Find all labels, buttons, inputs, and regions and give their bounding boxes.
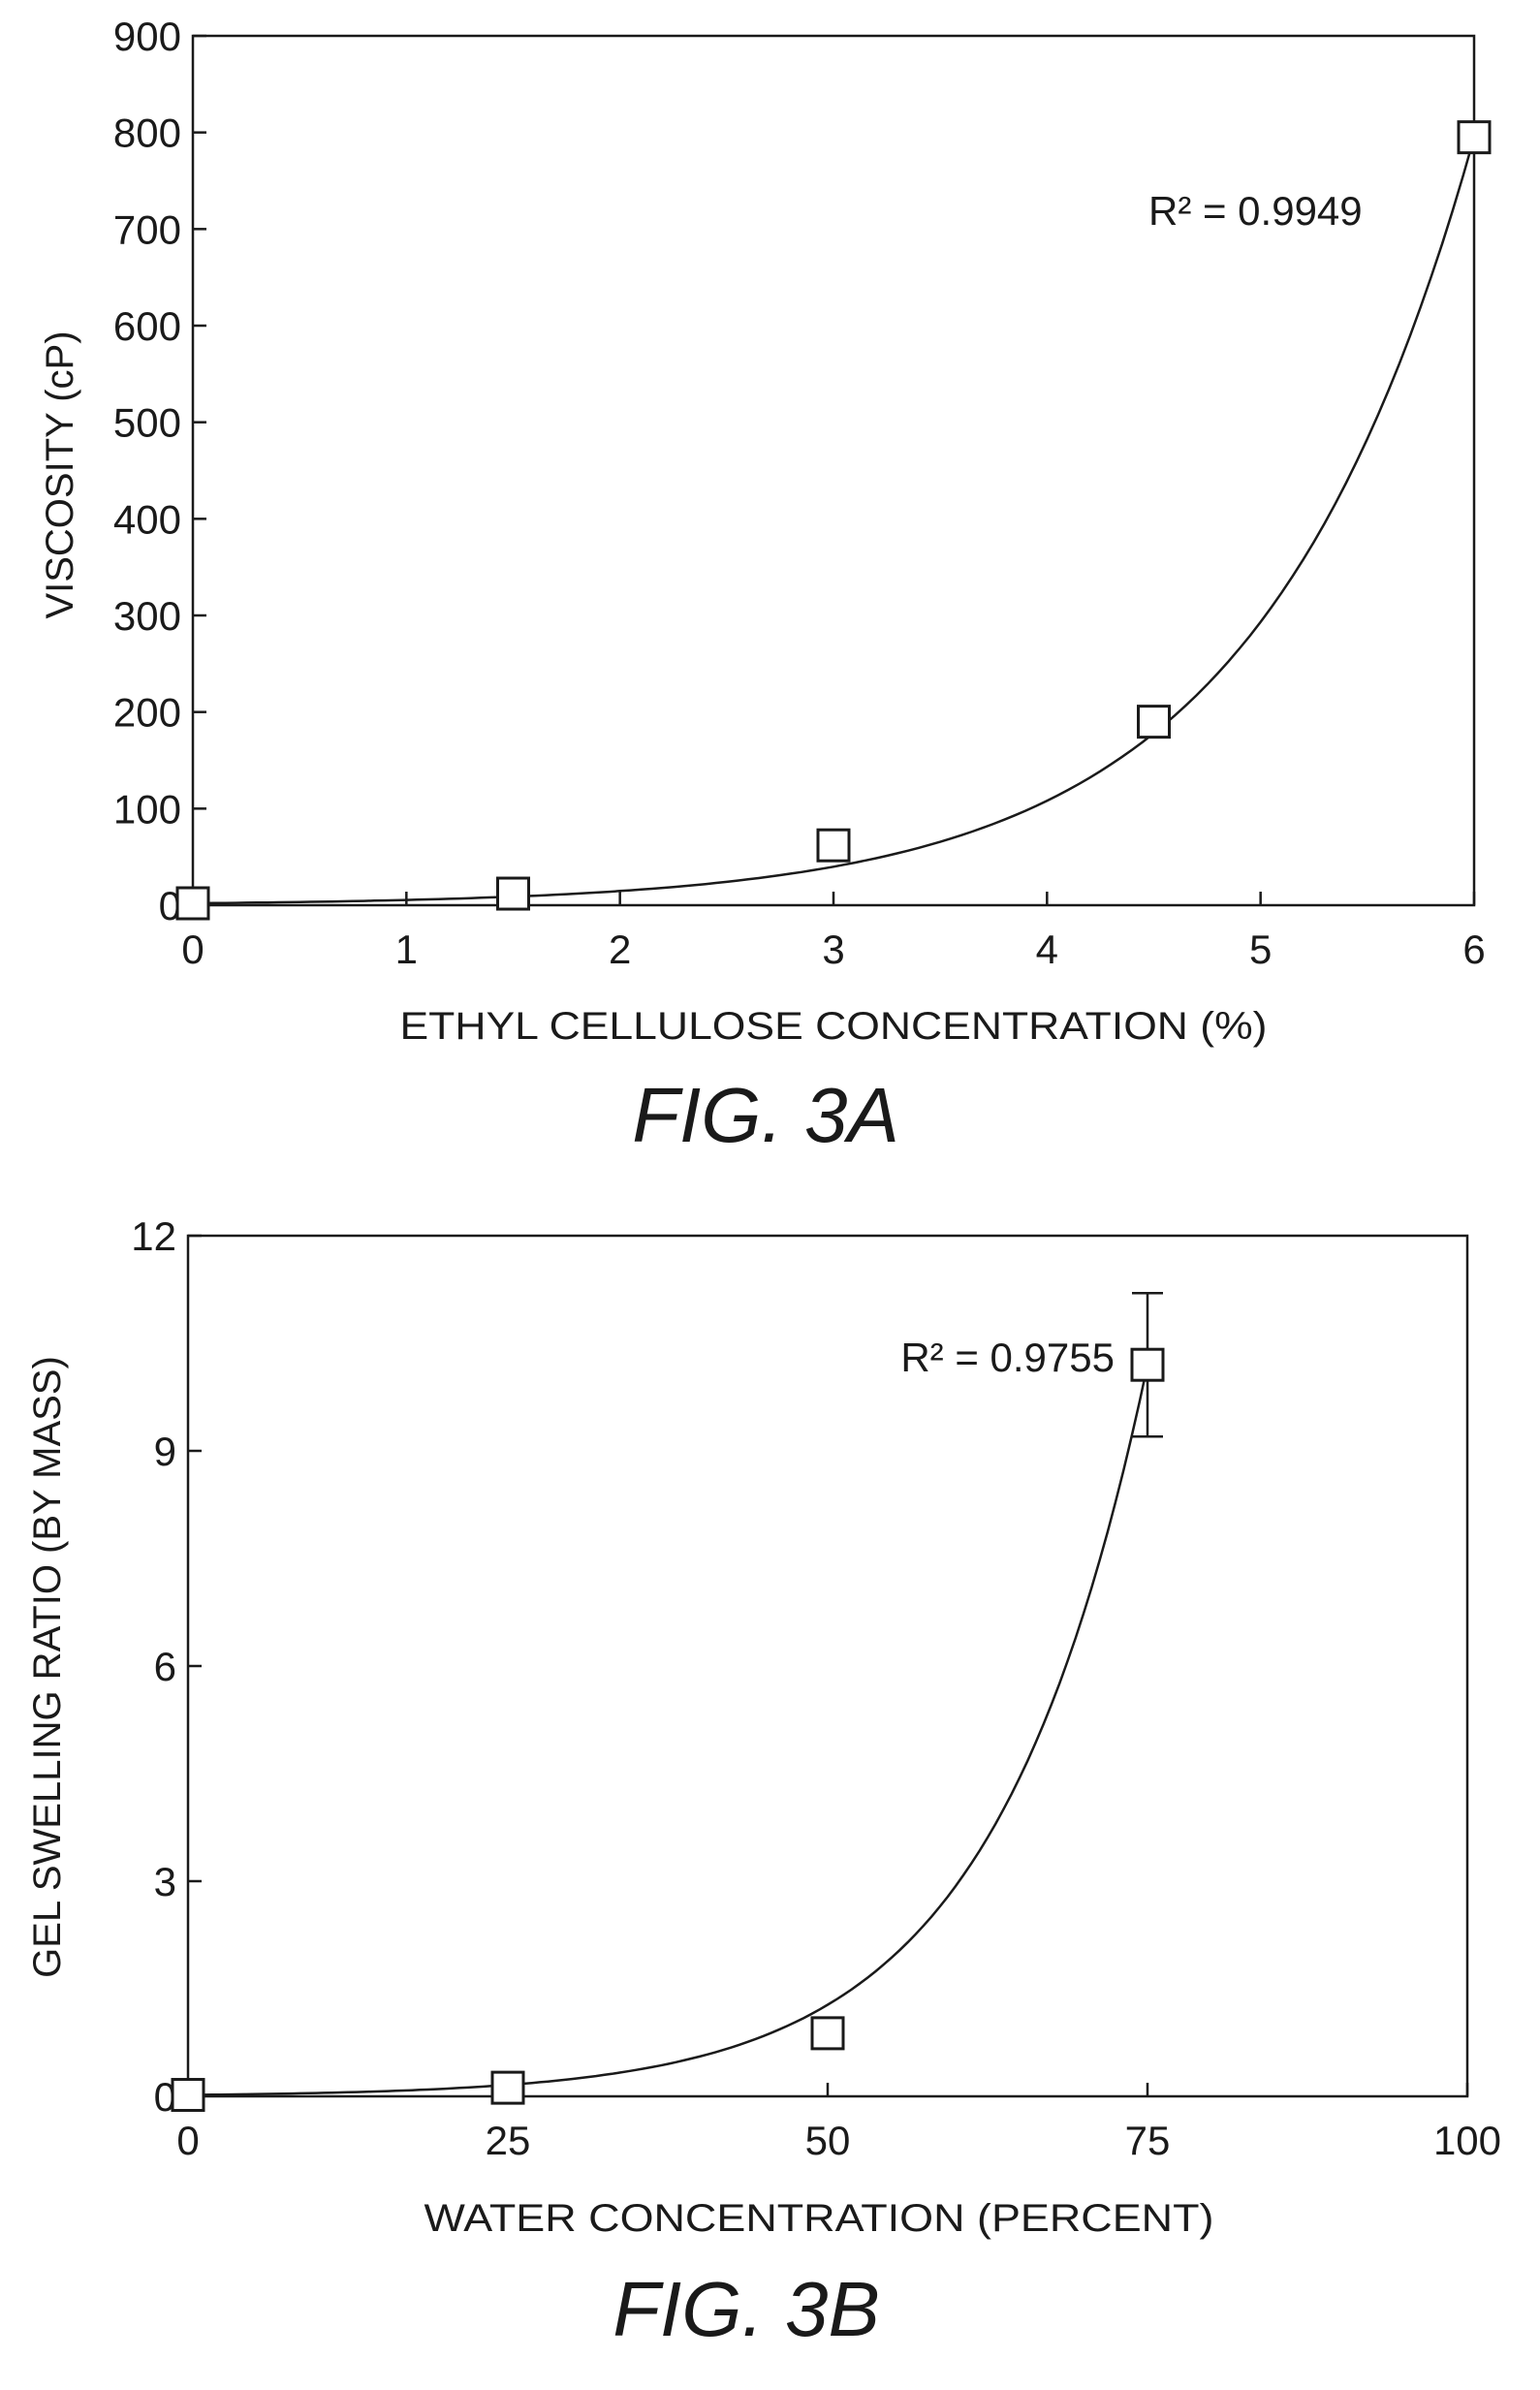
y-tick-label-3a: 800 (113, 110, 181, 156)
panel-3b: 0 3 6 9 12 0 25 50 75 100 R² = 0.9755 WATER CONC… (26, 1213, 1501, 2352)
x-tick-label-3a: 4 (1036, 927, 1058, 972)
panel-3a: 0 100 200 300 400 500 600 700 800 900 0 1 2 3 4 5 6 R² … (39, 14, 1492, 1158)
x-ticks-3b: 0 25 50 75 100 (176, 2083, 1501, 2163)
x-tick-label-3a: 0 (181, 927, 204, 972)
y-tick-label-3a: 700 (113, 206, 181, 252)
x-tick-label-3a: 6 (1462, 927, 1485, 972)
x-tick-label-3a: 5 (1249, 927, 1272, 972)
y-tick-label-3b: 9 (154, 1429, 176, 1474)
y-ticks-3b: 0 3 6 9 12 (131, 1213, 202, 2120)
y-tick-label-3a: 900 (113, 14, 181, 59)
data-point-3a (496, 876, 530, 911)
data-point-3b (171, 2078, 205, 2113)
data-point-3a (816, 828, 851, 863)
x-tick-label-3b: 0 (176, 2118, 199, 2163)
y-tick-label-3a: 600 (113, 303, 181, 349)
x-axis-label-3a: ETHYL CELLULOSE CONCENTRATION (%) (400, 1005, 1268, 1048)
data-point-3a (175, 886, 210, 921)
y-tick-label-3a: 500 (113, 400, 181, 446)
x-tick-label-3b: 100 (1433, 2118, 1501, 2163)
y-tick-label-3b: 3 (154, 1859, 176, 1904)
x-tick-label-3a: 2 (609, 927, 631, 972)
data-point-3b (490, 2070, 525, 2105)
x-ticks-3a: 0 1 2 3 4 5 6 (181, 892, 1486, 972)
fit-curve-3b (187, 1364, 1149, 2096)
figure-caption-3b: FIG. 3B (613, 2266, 880, 2352)
plot-frame-3a (191, 34, 1476, 907)
data-point-3a (1457, 120, 1492, 155)
y-tick-label-3a: 200 (113, 690, 181, 736)
y-tick-label-3b: 6 (154, 1644, 176, 1689)
markers-3a (175, 120, 1492, 921)
y-tick-label-3a: 100 (113, 786, 181, 832)
y-tick-label-3a: 300 (113, 593, 181, 639)
markers-3b (171, 1347, 1165, 2113)
data-point-3b (1130, 1347, 1165, 1382)
y-tick-label-3a: 400 (113, 496, 181, 542)
x-tick-label-3a: 3 (822, 927, 844, 972)
r-squared-label-3b: R² = 0.9755 (900, 1335, 1115, 1380)
y-axis-label-3a: VISCOSITY (cP) (39, 330, 81, 618)
y-tick-label-3b: 12 (131, 1213, 176, 1259)
x-tick-label-3b: 75 (1125, 2118, 1171, 2163)
x-tick-label-3b: 50 (805, 2118, 851, 2163)
x-tick-label-3b: 25 (486, 2118, 531, 2163)
data-point-3b (810, 2016, 845, 2051)
r-squared-label-3a: R² = 0.9949 (1148, 188, 1363, 234)
data-point-3a (1137, 705, 1171, 739)
y-axis-label-3b: GEL SWELLING RATIO (BY MASS) (26, 1356, 69, 1978)
figure-caption-3a: FIG. 3A (632, 1072, 899, 1158)
y-tick-label-3a: 0 (159, 883, 181, 928)
plot-frame-3b (186, 1234, 1469, 2098)
x-tick-label-3a: 1 (395, 927, 418, 972)
y-tick-label-3b: 0 (154, 2074, 176, 2120)
fit-curve-3a (192, 137, 1476, 905)
y-ticks-3a: 0 100 200 300 400 500 600 700 800 900 (113, 14, 206, 928)
x-axis-label-3b: WATER CONCENTRATION (PERCENT) (424, 2197, 1214, 2240)
